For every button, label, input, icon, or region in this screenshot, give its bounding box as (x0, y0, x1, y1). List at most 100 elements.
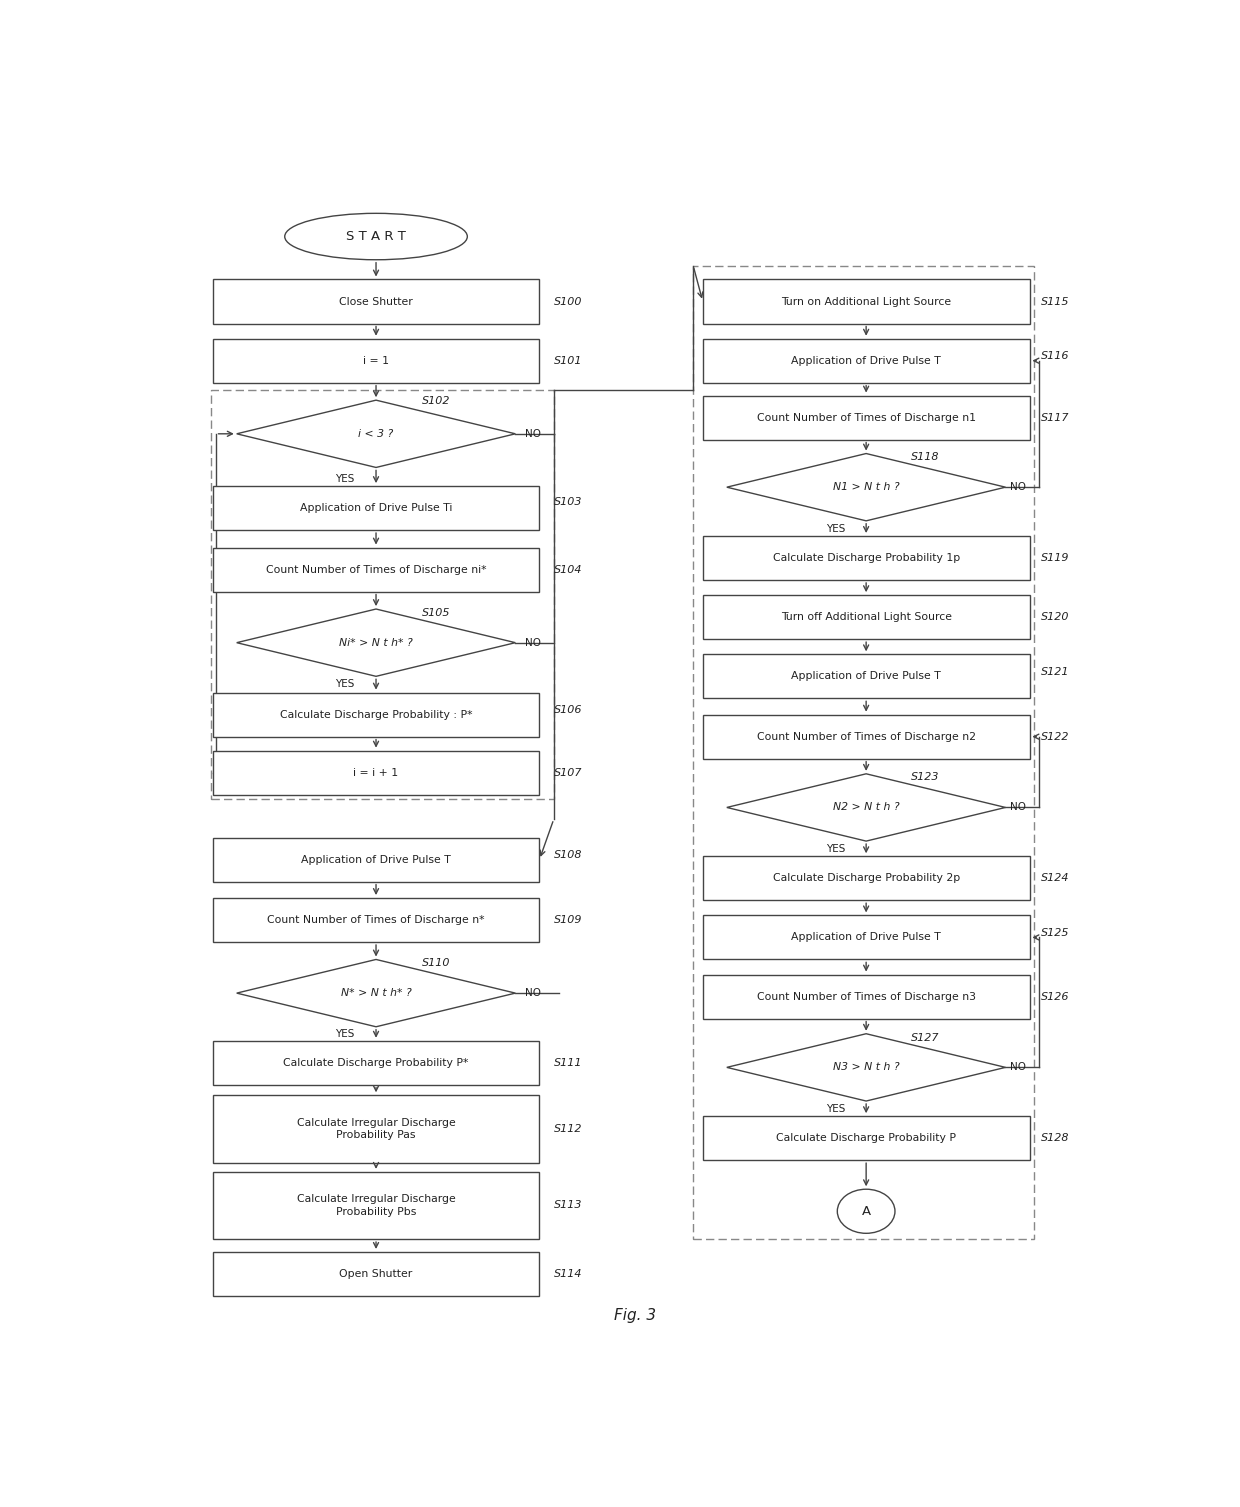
Bar (213, 750, 539, 794)
Text: i = 1: i = 1 (363, 356, 389, 366)
Polygon shape (727, 454, 1006, 521)
Bar (703, 279, 1029, 324)
Text: Turn on Additional Light Source: Turn on Additional Light Source (781, 297, 951, 306)
Text: N* > N t h* ?: N* > N t h* ? (341, 989, 412, 998)
Text: Turn off Additional Light Source: Turn off Additional Light Source (781, 612, 951, 622)
Bar (703, 654, 1029, 698)
Text: S115: S115 (1042, 297, 1070, 306)
Text: S119: S119 (1042, 553, 1070, 564)
Text: Count Number of Times of Discharge n1: Count Number of Times of Discharge n1 (756, 413, 976, 422)
Text: Application of Drive Pulse Ti: Application of Drive Pulse Ti (300, 503, 453, 512)
Text: NO: NO (1011, 802, 1027, 812)
Bar (703, 595, 1029, 639)
Text: Calculate Irregular Discharge
Probability Pas: Calculate Irregular Discharge Probabilit… (296, 1118, 455, 1141)
Text: S122: S122 (1042, 732, 1070, 741)
Text: NO: NO (1011, 482, 1027, 493)
Bar (213, 339, 539, 383)
Text: A: A (862, 1204, 870, 1218)
Polygon shape (727, 773, 1006, 841)
Text: YES: YES (826, 524, 844, 533)
Text: Calculate Discharge Probability 1p: Calculate Discharge Probability 1p (773, 553, 960, 564)
Text: Fig. 3: Fig. 3 (615, 1308, 656, 1323)
Text: Application of Drive Pulse T: Application of Drive Pulse T (791, 933, 941, 942)
Bar (703, 339, 1029, 383)
Text: NO: NO (525, 637, 541, 648)
Bar (693, 265, 1034, 1239)
Bar (703, 915, 1029, 960)
Text: S102: S102 (422, 396, 450, 407)
Text: Open Shutter: Open Shutter (340, 1269, 413, 1279)
Text: Calculate Discharge Probability 2p: Calculate Discharge Probability 2p (773, 873, 960, 883)
Text: Application of Drive Pulse T: Application of Drive Pulse T (791, 671, 941, 681)
Text: Application of Drive Pulse T: Application of Drive Pulse T (791, 356, 941, 366)
Text: S107: S107 (554, 767, 583, 778)
Text: S112: S112 (554, 1124, 583, 1133)
Text: S100: S100 (554, 297, 583, 306)
Text: YES: YES (336, 1029, 355, 1038)
Text: S106: S106 (554, 705, 583, 714)
Text: S101: S101 (554, 356, 583, 366)
Text: Calculate Discharge Probability P: Calculate Discharge Probability P (776, 1133, 956, 1144)
Text: S121: S121 (1042, 666, 1070, 677)
Text: YES: YES (826, 1105, 844, 1114)
Polygon shape (727, 1034, 1006, 1102)
Text: S123: S123 (911, 772, 940, 782)
Text: Close Shutter: Close Shutter (340, 297, 413, 306)
Text: Calculate Irregular Discharge
Probability Pbs: Calculate Irregular Discharge Probabilit… (296, 1194, 455, 1216)
Text: S124: S124 (1042, 873, 1070, 883)
Text: NO: NO (525, 429, 541, 439)
Text: S118: S118 (911, 452, 940, 463)
Text: YES: YES (826, 844, 844, 854)
Text: S116: S116 (1042, 351, 1070, 362)
Polygon shape (237, 609, 516, 677)
Text: Ni* > N t h* ?: Ni* > N t h* ? (340, 637, 413, 648)
Text: N2 > N t h ?: N2 > N t h ? (833, 802, 899, 812)
Text: S125: S125 (1042, 928, 1070, 937)
Bar (211, 390, 554, 799)
Text: Count Number of Times of Discharge ni*: Count Number of Times of Discharge ni* (265, 565, 486, 574)
Text: S117: S117 (1042, 413, 1070, 422)
Bar (703, 856, 1029, 900)
Text: S111: S111 (554, 1058, 583, 1068)
Text: NO: NO (1011, 1062, 1027, 1073)
Text: S128: S128 (1042, 1133, 1070, 1144)
Ellipse shape (837, 1189, 895, 1233)
Bar (703, 975, 1029, 1019)
Text: YES: YES (336, 475, 355, 484)
Text: S113: S113 (554, 1201, 583, 1210)
Text: S126: S126 (1042, 992, 1070, 1002)
Text: Count Number of Times of Discharge n2: Count Number of Times of Discharge n2 (756, 732, 976, 741)
Text: S127: S127 (911, 1034, 940, 1043)
Bar (213, 1041, 539, 1085)
Text: Count Number of Times of Discharge n3: Count Number of Times of Discharge n3 (756, 992, 976, 1002)
Bar (213, 838, 539, 882)
Text: S110: S110 (422, 958, 450, 967)
Text: S105: S105 (422, 607, 450, 618)
Bar (213, 898, 539, 942)
Bar (213, 487, 539, 530)
Text: NO: NO (525, 989, 541, 998)
Bar (213, 1252, 539, 1296)
Text: S109: S109 (554, 915, 583, 925)
Bar (213, 693, 539, 737)
Ellipse shape (285, 214, 467, 259)
Text: YES: YES (336, 680, 355, 689)
Text: Count Number of Times of Discharge n*: Count Number of Times of Discharge n* (268, 915, 485, 925)
Text: N1 > N t h ?: N1 > N t h ? (833, 482, 899, 493)
Text: Application of Drive Pulse T: Application of Drive Pulse T (301, 854, 451, 865)
Bar (213, 1096, 539, 1162)
Bar (703, 1117, 1029, 1160)
Text: S T A R T: S T A R T (346, 231, 405, 243)
Bar (213, 1172, 539, 1239)
Bar (703, 395, 1029, 440)
Bar (213, 547, 539, 592)
Text: S108: S108 (554, 850, 583, 860)
Text: i = i + 1: i = i + 1 (353, 767, 398, 778)
Text: i < 3 ?: i < 3 ? (358, 429, 393, 439)
Bar (703, 714, 1029, 758)
Polygon shape (237, 960, 516, 1026)
Text: Calculate Discharge Probability : P*: Calculate Discharge Probability : P* (280, 710, 472, 720)
Polygon shape (237, 401, 516, 467)
Bar (703, 536, 1029, 580)
Text: S114: S114 (554, 1269, 583, 1279)
